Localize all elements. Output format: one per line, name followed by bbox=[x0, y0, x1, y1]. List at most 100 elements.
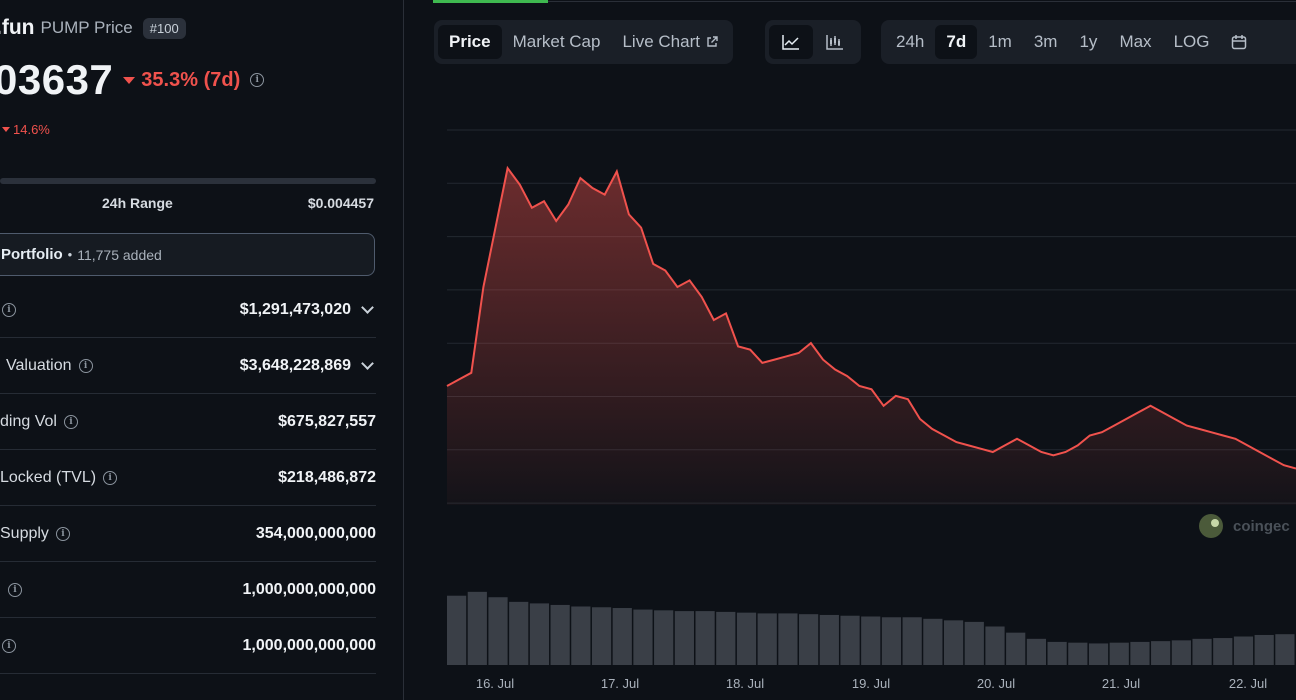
price-row: 03637 35.3% (7d) i bbox=[0, 56, 265, 104]
chevron-down-icon[interactable] bbox=[361, 356, 374, 370]
stat-value: $1,291,473,020 bbox=[239, 300, 351, 318]
volume-bar bbox=[467, 591, 487, 665]
volume-bar bbox=[736, 612, 757, 665]
external-link-icon bbox=[707, 36, 718, 47]
x-axis-labels: 16. Jul 17. Jul 18. Jul 19. Jul 20. Jul 21. J… bbox=[476, 676, 1267, 691]
volume-bar bbox=[902, 617, 922, 665]
tab-price[interactable]: Price bbox=[438, 25, 502, 59]
time-range-tabs: 24h 7d 1m 3m 1y Max LOG bbox=[881, 20, 1296, 64]
volume-bar bbox=[633, 609, 653, 665]
volume-bar bbox=[778, 613, 798, 665]
range-7d[interactable]: 7d bbox=[935, 25, 978, 59]
range-24h[interactable]: 24h bbox=[896, 32, 925, 51]
info-icon[interactable]: i bbox=[78, 358, 93, 373]
watermark-text: coingec bbox=[1233, 518, 1290, 535]
chart-view-toggle bbox=[765, 20, 861, 64]
x-axis-label: 18. Jul bbox=[726, 676, 764, 691]
range-label: 24h Range bbox=[102, 195, 173, 211]
x-axis-label: 19. Jul bbox=[852, 676, 890, 691]
volume-bar bbox=[881, 617, 902, 665]
volume-bar bbox=[447, 595, 467, 665]
info-icon[interactable]: i bbox=[2, 302, 16, 317]
volume-bar bbox=[943, 620, 964, 665]
x-axis-label: 20. Jul bbox=[977, 676, 1015, 691]
info-icon[interactable]: i bbox=[55, 526, 70, 541]
volume-bar bbox=[964, 621, 984, 665]
calendar-icon bbox=[1232, 35, 1247, 50]
stat-value: 354,000,000,000 bbox=[255, 524, 376, 542]
divider bbox=[548, 1, 1296, 2]
stat-label: Valuation bbox=[6, 356, 72, 374]
volume-bar bbox=[1088, 643, 1109, 665]
volume-bar bbox=[757, 613, 777, 665]
line-chart-icon bbox=[782, 35, 799, 50]
price-line bbox=[446, 165, 1296, 470]
add-to-portfolio-button[interactable]: Portfolio • 11,775 added bbox=[0, 233, 375, 276]
range-max[interactable]: Max bbox=[1119, 32, 1152, 51]
volume-bar bbox=[1213, 638, 1233, 665]
volume-bar bbox=[488, 597, 508, 665]
volume-bar bbox=[985, 626, 1005, 665]
volume-bar bbox=[591, 607, 612, 665]
tab-live-chart[interactable]: Live Chart bbox=[611, 25, 728, 59]
volume-bar bbox=[1171, 640, 1191, 665]
stat-label: ding Vol bbox=[0, 412, 57, 430]
coingecko-watermark: coingec bbox=[1199, 514, 1290, 538]
price-change-24h-value: 14.6% bbox=[13, 122, 50, 137]
volume-bar bbox=[1109, 642, 1129, 665]
x-axis-label: 21. Jul bbox=[1102, 676, 1140, 691]
volume-bar bbox=[674, 611, 694, 665]
stat-value: $218,486,872 bbox=[278, 468, 376, 486]
portfolio-count: 11,775 added bbox=[77, 246, 162, 263]
info-icon[interactable]: i bbox=[250, 73, 265, 87]
volume-bar bbox=[1026, 638, 1047, 665]
volume-bar bbox=[840, 615, 860, 665]
range-1m[interactable]: 1m bbox=[988, 32, 1012, 51]
volume-bar bbox=[1047, 641, 1067, 665]
volume-bar bbox=[1006, 632, 1026, 665]
x-axis-label: 22. Jul bbox=[1229, 676, 1267, 691]
price-change-7d: 35.3% (7d) bbox=[123, 69, 240, 92]
price-chart[interactable]: 16. Jul 17. Jul 18. Jul 19. Jul 20. Jul 21. J… bbox=[405, 0, 1296, 700]
range-log[interactable]: LOG bbox=[1173, 32, 1210, 51]
volume-bar bbox=[861, 616, 881, 665]
chart-type-tabs: Price Market Cap Live Chart bbox=[434, 20, 733, 64]
volume-bar bbox=[612, 608, 632, 665]
volume-bar bbox=[716, 611, 736, 665]
down-triangle-icon bbox=[123, 76, 136, 84]
down-triangle-icon bbox=[2, 127, 10, 132]
stat-label: Locked (TVL) bbox=[0, 468, 97, 486]
range-3m[interactable]: 3m bbox=[1033, 32, 1058, 51]
volume-bar bbox=[1233, 636, 1254, 665]
volume-bar bbox=[654, 610, 674, 665]
price-change-7d-value: 35.3% (7d) bbox=[141, 68, 241, 91]
stat-value: 1,000,000,000,000 bbox=[242, 580, 376, 598]
x-axis-label: 17. Jul bbox=[601, 676, 639, 691]
tab-market-cap[interactable]: Market Cap bbox=[512, 32, 601, 51]
volume-bar bbox=[509, 601, 529, 665]
volume-bar bbox=[1275, 634, 1295, 665]
portfolio-label: Portfolio bbox=[1, 246, 63, 263]
token-info-panel: .fun PUMP Price #100 03637 35.3% (7d) i … bbox=[0, 0, 404, 700]
info-icon[interactable]: i bbox=[2, 638, 16, 653]
volume-bar bbox=[923, 618, 943, 665]
chevron-down-icon[interactable] bbox=[361, 300, 374, 314]
candlestick-chart-button[interactable] bbox=[813, 25, 857, 59]
stat-row-max-supply: i 1,000,000,000,000 bbox=[0, 618, 376, 674]
stat-row-total-supply: i 1,000,000,000,000 bbox=[0, 562, 376, 618]
portfolio-separator: • bbox=[67, 247, 73, 262]
chart-panel: Price Market Cap Live Chart bbox=[405, 0, 1296, 700]
range-1y[interactable]: 1y bbox=[1079, 32, 1098, 51]
calendar-button[interactable] bbox=[1220, 25, 1258, 59]
line-chart-button[interactable] bbox=[769, 25, 813, 59]
info-icon[interactable]: i bbox=[8, 582, 22, 597]
info-icon[interactable]: i bbox=[103, 470, 118, 485]
volume-bar bbox=[1068, 642, 1088, 665]
volume-bar bbox=[695, 611, 715, 665]
info-icon[interactable]: i bbox=[63, 414, 78, 429]
stat-row-fdv: Valuation i $3,648,228,869 bbox=[0, 338, 376, 394]
rank-badge: #100 bbox=[142, 17, 186, 39]
volume-bar bbox=[1151, 641, 1171, 665]
stat-value: $675,827,557 bbox=[278, 412, 376, 430]
token-subtitle: PUMP Price bbox=[40, 18, 133, 37]
